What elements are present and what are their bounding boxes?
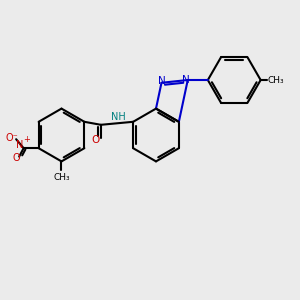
Text: NH: NH [111,112,126,122]
Text: N: N [182,75,190,85]
Text: O: O [12,153,20,163]
Text: CH₃: CH₃ [267,76,284,85]
Text: O: O [91,135,100,145]
Text: O⁻: O⁻ [6,133,19,143]
Text: N: N [158,76,165,86]
Text: CH₃: CH₃ [53,173,70,182]
Text: +: + [23,135,30,144]
Text: N: N [16,140,24,150]
